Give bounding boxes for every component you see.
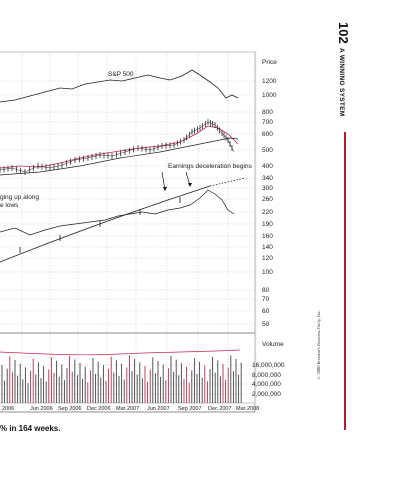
x-tick-label: Sep 2006 [58, 406, 82, 412]
price-tick-label: 800 [262, 109, 273, 116]
x-tick-label: Dec 2007 [208, 406, 232, 412]
red-rule [344, 132, 346, 430]
price-tick-label: 100 [262, 269, 273, 276]
price-tick-label: 190 [262, 221, 273, 228]
price-tick-label: 300 [262, 185, 273, 192]
relative-strength-line [0, 189, 235, 236]
x-tick-label: Mar 2007 [116, 406, 139, 412]
edging-annotation-2: e lows [0, 202, 19, 209]
edging-annotation-1: ging up along [0, 194, 39, 201]
price-bars [0, 119, 233, 253]
earnings-annotation: Earnings deceleration begins [168, 163, 253, 170]
price-tick-label: 160 [262, 233, 273, 240]
x-tick-label: Jun 2007 [147, 406, 170, 412]
price-tick-label: 600 [262, 131, 273, 138]
price-tick-label: 1200 [262, 78, 277, 85]
x-tick-label: Dec 2006 [87, 406, 111, 412]
volume-tick-label: 2,000,000 [252, 391, 281, 398]
price-tick-label: 500 [262, 147, 273, 154]
price-tick-label: 260 [262, 196, 273, 203]
volume-header: Volume [262, 341, 284, 348]
moving-average-line [0, 125, 239, 169]
figure-caption: % in 164 weeks. [0, 424, 61, 433]
price-tick-label: 140 [262, 244, 273, 251]
sp500-line [0, 69, 239, 103]
page-number: 102 [336, 22, 351, 44]
volume-tick-label: 16,000,000 [252, 362, 285, 369]
chart-grid [0, 51, 257, 413]
price-header: Price [262, 59, 277, 66]
uptrend-line [0, 185, 211, 263]
volume-tick-label: 4,000,000 [252, 381, 281, 388]
volume-tick-label: 8,000,000 [252, 372, 281, 379]
price-axis-ticks: 1200 1000 800 700 600 500 400 340 300 260 220 190 16… [262, 78, 277, 328]
x-tick-label: Sep 2007 [178, 406, 202, 412]
price-tick-label: 70 [262, 296, 270, 303]
long-moving-average [0, 137, 239, 176]
uptrend-extension [209, 177, 246, 187]
x-tick-label: Mar 2008 [236, 406, 259, 412]
price-tick-label: 220 [262, 209, 273, 216]
section-title: A WINNING SYSTEM [338, 48, 345, 117]
earnings-arrowhead-1 [163, 187, 167, 191]
x-axis-ticks: 2006 Jun 2006 Sep 2006 Dec 2006 Mar 2007 Jun … [2, 406, 259, 412]
volume-bars [0, 349, 242, 403]
x-tick-label: Jun 2006 [30, 406, 53, 412]
copyright: © 2008 Investor's Business Daily, Inc. [316, 310, 321, 381]
price-tick-label: 60 [262, 308, 270, 315]
price-tick-label: 400 [262, 163, 273, 170]
price-tick-label: 80 [262, 287, 270, 294]
price-tick-label: 340 [262, 175, 273, 182]
sp500-label: S&P 500 [108, 71, 134, 78]
price-tick-label: 700 [262, 119, 273, 126]
price-tick-label: 50 [262, 321, 270, 328]
price-tick-label: 120 [262, 255, 273, 262]
volume-average-line [0, 349, 241, 356]
earnings-arrowhead-2 [188, 183, 192, 187]
price-tick-label: 1000 [262, 92, 277, 99]
volume-axis-ticks: 16,000,000 8,000,000 4,000,000 2,000,000 [252, 362, 285, 398]
annotation-arrows [161, 171, 192, 191]
x-tick-label: 2006 [2, 406, 14, 412]
